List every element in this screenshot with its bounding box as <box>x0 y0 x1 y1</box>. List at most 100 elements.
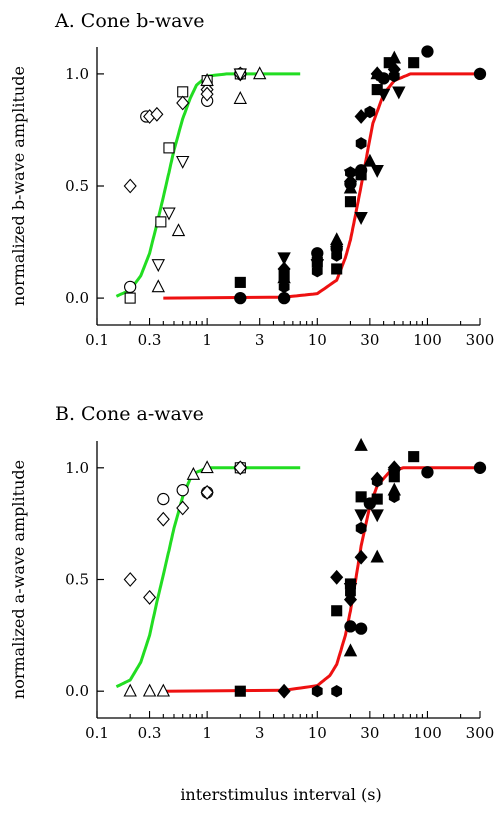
data-point-filled-square <box>408 451 420 463</box>
x-tick-label: 3 <box>255 331 265 349</box>
data-point-filled-diamond <box>277 683 291 699</box>
x-axis-label: interstimulus interval (s) <box>180 785 381 804</box>
data-point-open-square <box>155 216 167 228</box>
data-point-open-triangle-up <box>233 91 248 104</box>
data-point-filled-square <box>234 276 246 288</box>
x-tick-label: 0.3 <box>138 724 162 742</box>
x-tick-label: 300 <box>466 331 495 349</box>
fit-curve-green <box>115 466 301 689</box>
y-axis-label: normalized a-wave amplitude <box>9 460 28 699</box>
data-point-filled-square <box>344 196 357 208</box>
data-point-filled-triangle-down <box>387 469 402 483</box>
data-point-filled-hexagon <box>355 137 367 150</box>
data-point-filled-circle <box>421 45 434 58</box>
data-point-filled-triangle-up <box>370 549 384 563</box>
data-point-filled-triangle-down <box>277 252 291 266</box>
data-point-open-triangle-down <box>162 207 176 221</box>
data-point-filled-diamond <box>330 569 344 585</box>
data-point-filled-hexagon <box>371 474 383 488</box>
x-tick-label: 10 <box>308 724 327 742</box>
y-tick-label: 1.0 <box>65 65 89 83</box>
data-point-filled-triangle-down <box>354 212 368 225</box>
x-tick-label: 0.1 <box>85 331 109 349</box>
y-tick-label: 1.0 <box>65 459 89 477</box>
x-tick-label: 1 <box>202 331 212 349</box>
data-point-filled-hexagon <box>331 684 343 698</box>
data-point-open-square <box>124 292 136 304</box>
data-point-open-triangle-up <box>123 683 137 697</box>
data-point-filled-hexagon <box>474 67 486 81</box>
panel-title: A. Cone b-wave <box>54 10 204 32</box>
x-tick-label: 100 <box>413 724 442 742</box>
data-point-filled-circle <box>354 622 368 635</box>
x-tick-label: 3 <box>255 724 265 742</box>
data-point-filled-hexagon <box>331 249 343 262</box>
data-point-filled-triangle-down <box>370 509 384 523</box>
data-point-filled-circle <box>421 466 434 479</box>
data-point-filled-square <box>331 263 343 275</box>
data-point-filled-triangle-up <box>343 643 358 657</box>
data-point-open-diamond <box>176 500 190 516</box>
data-point-open-triangle-up <box>200 460 214 474</box>
data-point-open-triangle-down <box>175 155 190 169</box>
data-point-open-diamond <box>123 178 137 194</box>
data-point-filled-triangle-up <box>370 66 384 80</box>
x-tick-label: 30 <box>360 331 379 349</box>
data-point-open-triangle-down <box>151 259 166 273</box>
data-point-filled-triangle-up <box>387 50 402 64</box>
data-point-filled-square <box>331 605 343 617</box>
data-point-filled-hexagon <box>355 521 367 535</box>
data-point-open-diamond <box>233 460 247 476</box>
data-point-filled-hexagon <box>345 586 356 600</box>
panel-a: A. Cone b-wave normalized b-wave amplitud… <box>9 10 494 349</box>
data-point-filled-hexagon <box>364 105 376 119</box>
data-point-filled-circle <box>234 291 247 305</box>
data-point-filled-triangle-up <box>329 232 344 246</box>
x-tick-label: 30 <box>360 724 379 742</box>
data-point-filled-triangle-up <box>354 437 368 451</box>
x-tick-label: 100 <box>413 331 442 349</box>
data-point-filled-hexagon <box>388 69 400 83</box>
x-tick-label: 0.1 <box>85 724 109 742</box>
data-point-filled-triangle-down <box>392 86 406 100</box>
data-point-filled-circle <box>277 291 291 305</box>
data-point-open-square <box>177 86 189 98</box>
data-point-filled-triangle-down <box>370 164 384 178</box>
data-point-filled-square <box>408 57 420 69</box>
data-point-filled-triangle-down <box>376 88 391 102</box>
data-point-open-circle <box>124 280 137 294</box>
y-tick-label: 0.0 <box>65 289 89 307</box>
data-point-filled-hexagon <box>388 490 400 504</box>
data-point-filled-diamond <box>354 549 368 565</box>
x-tick-label: 300 <box>466 724 495 742</box>
panel-b: B. Cone a-wave normalized a-wave amplitud… <box>9 403 494 742</box>
data-point-filled-triangle-down <box>354 509 368 523</box>
data-point-open-diamond <box>123 572 137 587</box>
data-point-open-circle <box>157 492 170 506</box>
data-point-open-diamond <box>176 95 190 111</box>
data-point-open-triangle-up <box>200 73 214 86</box>
x-tick-label: 10 <box>308 331 327 349</box>
data-point-open-triangle-up <box>252 66 267 80</box>
data-point-open-triangle-up <box>171 223 186 237</box>
y-tick-label: 0.5 <box>65 571 89 589</box>
data-point-open-triangle-up <box>142 683 157 697</box>
fit-curve-green <box>115 72 301 298</box>
data-point-filled-triangle-up <box>343 180 358 194</box>
data-point-filled-hexagon <box>311 684 323 698</box>
data-point-open-triangle-up <box>151 279 166 293</box>
data-point-filled-hexagon <box>278 280 290 294</box>
data-point-open-diamond <box>200 86 214 102</box>
data-point-filled-square <box>234 685 246 697</box>
y-axis-label: normalized b-wave amplitude <box>9 66 28 306</box>
data-point-open-triangle-down <box>233 68 248 82</box>
data-point-open-diamond <box>143 589 157 605</box>
y-tick-label: 0.0 <box>65 682 89 700</box>
data-point-filled-hexagon <box>311 264 323 278</box>
data-point-open-diamond <box>156 511 170 527</box>
data-point-open-circle <box>176 483 189 497</box>
x-tick-label: 0.3 <box>138 331 162 349</box>
data-point-filled-hexagon <box>474 461 486 475</box>
data-point-filled-hexagon <box>345 166 356 179</box>
